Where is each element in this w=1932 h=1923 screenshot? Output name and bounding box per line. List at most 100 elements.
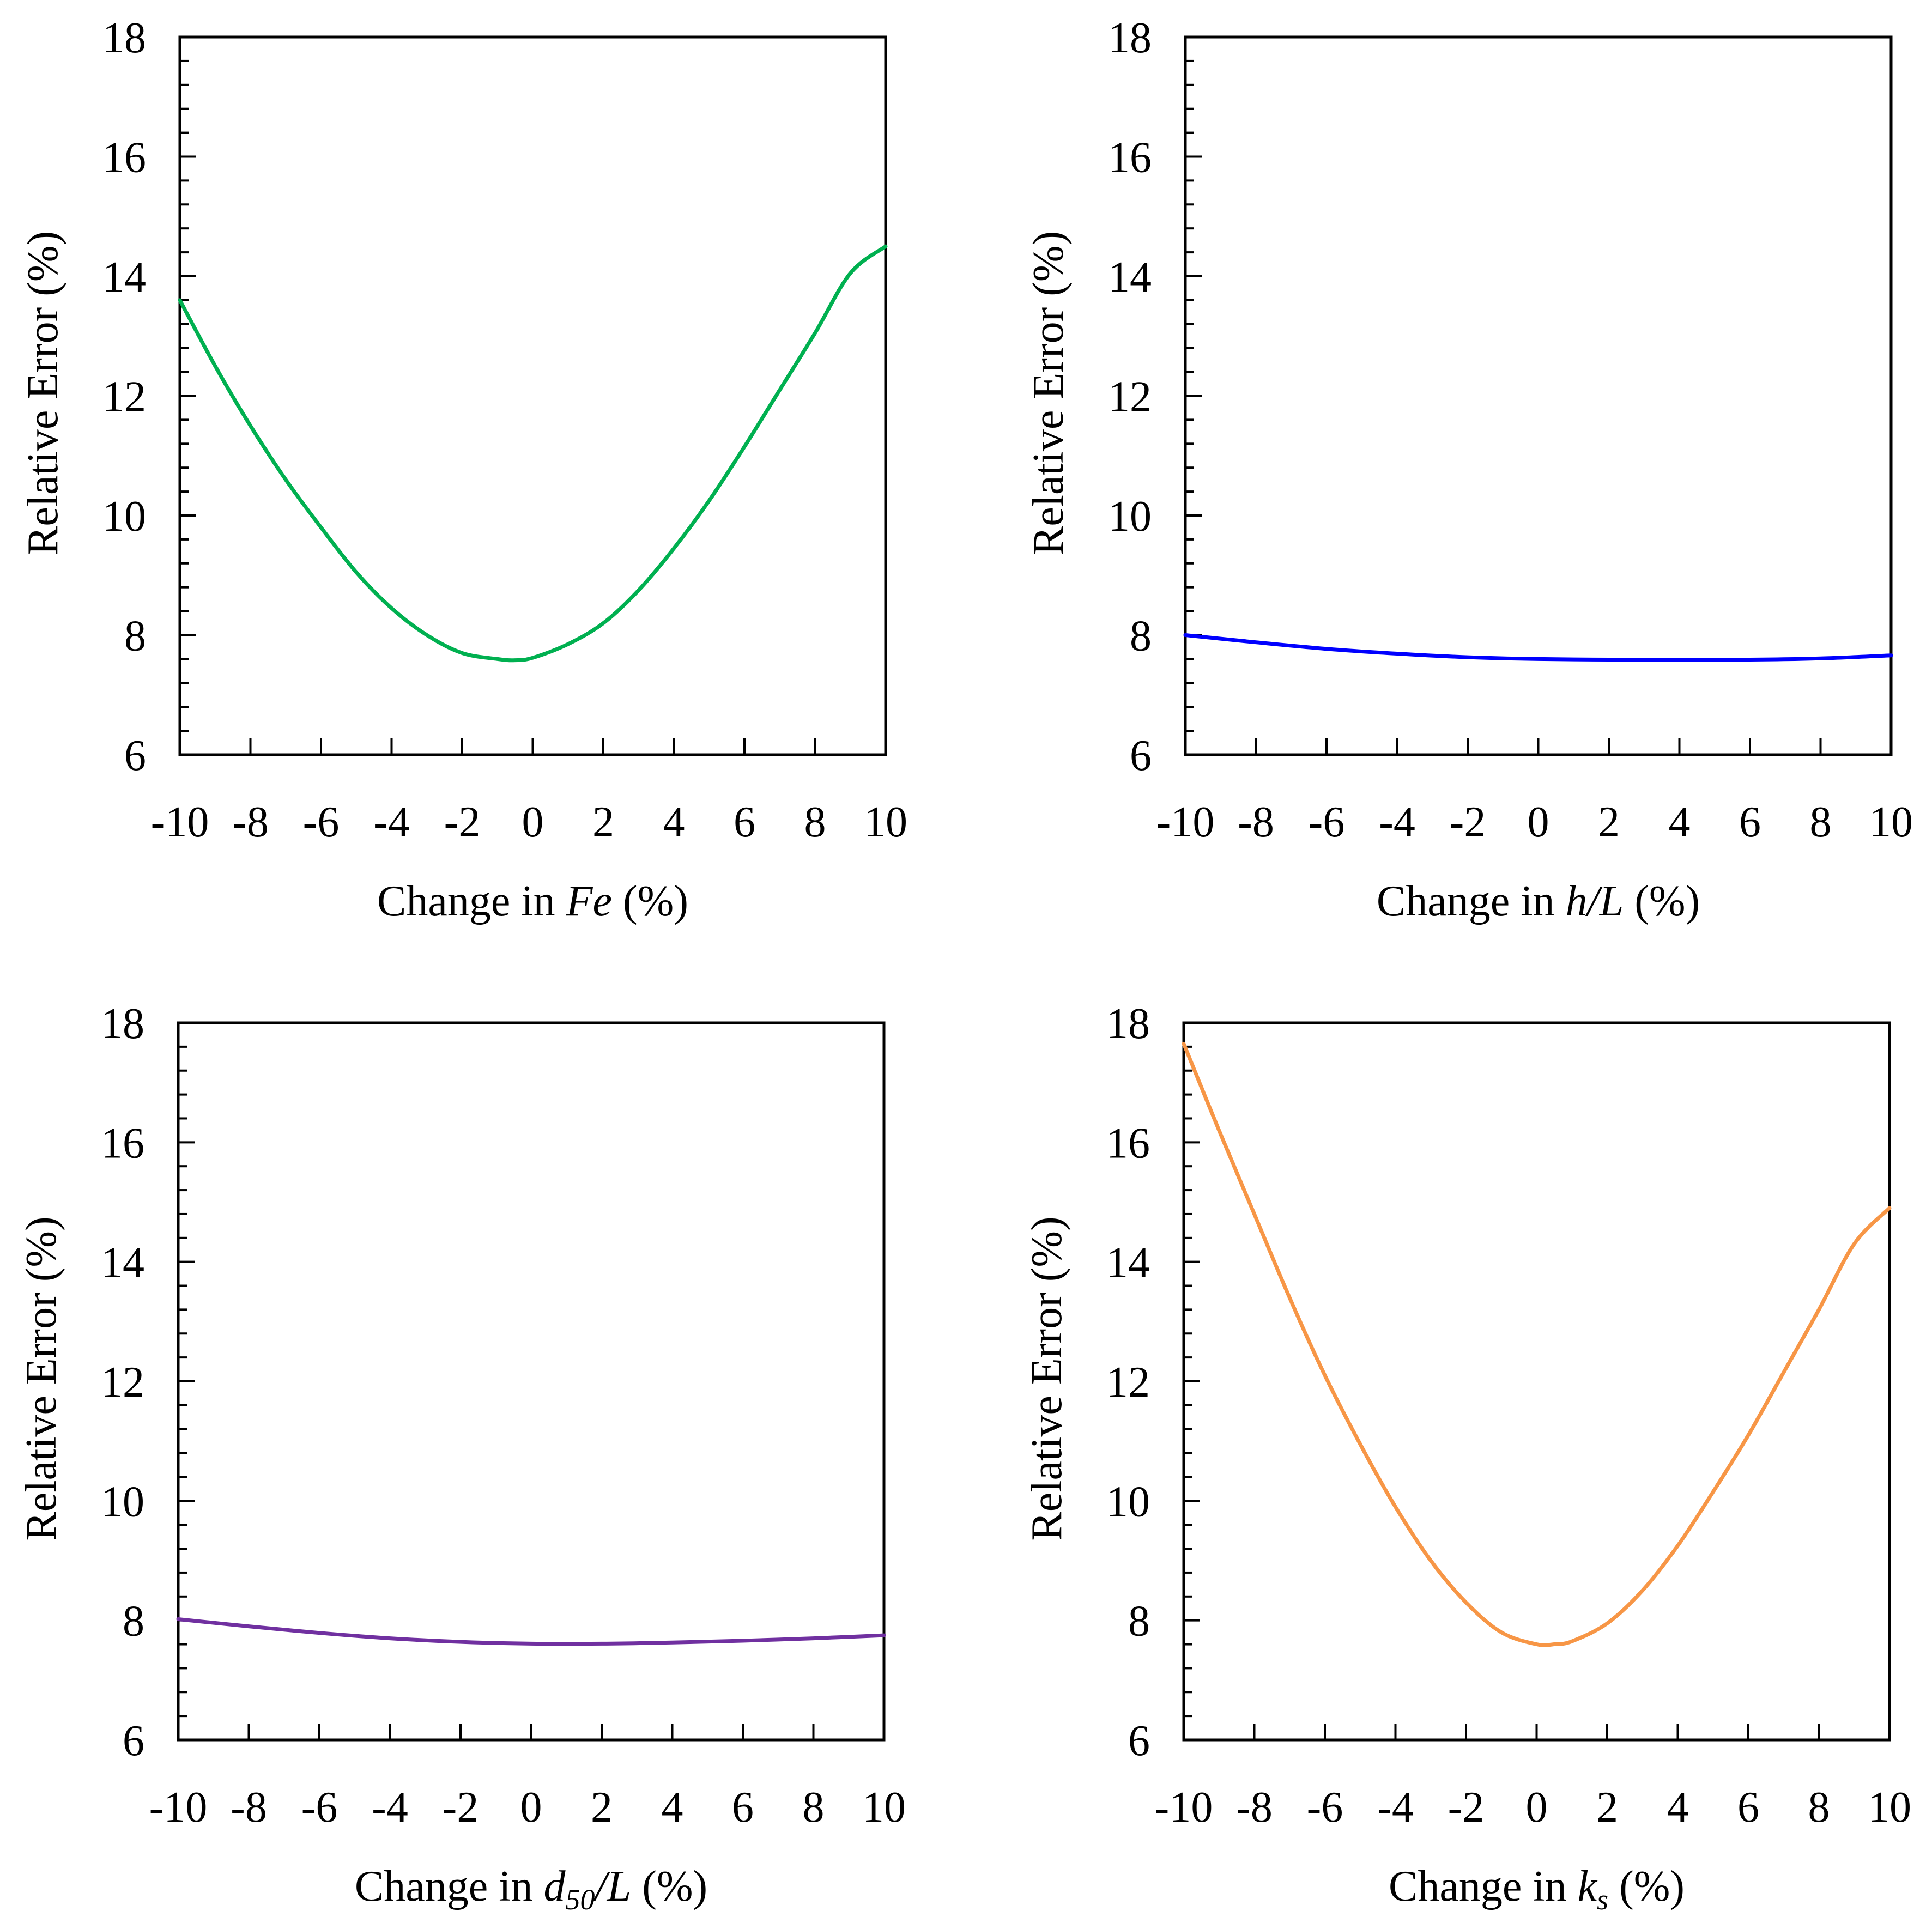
chart-d50: 6 8 10 12 14 16 18 -10 -8 -6 -4 -2 0 2 4 6 8 10 Relative E… bbox=[17, 1000, 906, 1916]
x-tick-label: -8 bbox=[231, 1784, 267, 1831]
x-tick-label: 4 bbox=[662, 1784, 683, 1831]
y-tick-label: 18 bbox=[1106, 1000, 1150, 1048]
y-tick-label: 18 bbox=[101, 1000, 144, 1048]
x-tick-label: -6 bbox=[1309, 798, 1345, 846]
x-axis-title-part: k bbox=[1578, 1863, 1598, 1910]
x-axis-title: Change in ks (%) bbox=[1389, 1863, 1685, 1916]
x-axis-title-part: (%) bbox=[1624, 877, 1700, 925]
x-tick-label: -2 bbox=[1450, 798, 1486, 846]
y-tick-label: 14 bbox=[1108, 253, 1152, 301]
plot-frame bbox=[177, 1021, 886, 1742]
y-axis-title: Relative Error (%) bbox=[1023, 1216, 1071, 1540]
y-tick-label: 10 bbox=[1106, 1478, 1150, 1526]
series-line-hl bbox=[1183, 633, 1893, 662]
x-tick-label: -2 bbox=[444, 798, 481, 846]
y-tick-label: 8 bbox=[1128, 1598, 1150, 1646]
y-tick-label: 8 bbox=[124, 612, 146, 660]
x-axis-title-part: d bbox=[543, 1863, 566, 1910]
x-axis-title-part: (%) bbox=[1608, 1863, 1685, 1910]
x-tick-label: 8 bbox=[1808, 1784, 1830, 1831]
x-tick-label: -8 bbox=[1236, 1784, 1273, 1831]
x-tick-label: 0 bbox=[1526, 1784, 1548, 1831]
y-tick-label: 12 bbox=[1106, 1358, 1150, 1406]
y-tick-label: 10 bbox=[1108, 493, 1152, 541]
x-tick-label: 6 bbox=[1739, 798, 1761, 846]
y-tick-label: 16 bbox=[102, 134, 146, 182]
y-tick-label: 8 bbox=[123, 1598, 144, 1646]
x-tick-label: 4 bbox=[663, 798, 685, 846]
y-tick-label: 16 bbox=[1108, 134, 1152, 182]
y-tick-label: 6 bbox=[1128, 1717, 1150, 1765]
x-tick-label: 8 bbox=[803, 1784, 825, 1831]
x-tick-label: -10 bbox=[149, 1784, 208, 1831]
x-tick-label: -8 bbox=[232, 798, 269, 846]
x-tick-label: 4 bbox=[1667, 1784, 1689, 1831]
y-tick-label: 6 bbox=[123, 1717, 144, 1765]
x-tick-label: 4 bbox=[1669, 798, 1691, 846]
y-tick-label: 12 bbox=[1108, 373, 1152, 421]
series-line-ks bbox=[1182, 1041, 1892, 1647]
y-tick-label: 14 bbox=[101, 1239, 144, 1287]
x-tick-label: 0 bbox=[520, 1784, 542, 1831]
x-axis-title: Change in d50/L (%) bbox=[355, 1863, 707, 1916]
y-tick-label: 12 bbox=[102, 373, 146, 421]
x-tick-label: -10 bbox=[151, 798, 209, 846]
x-tick-label: 0 bbox=[522, 798, 544, 846]
x-axis-title-part: Fe bbox=[566, 877, 612, 925]
y-axis-title: Relative Error (%) bbox=[19, 231, 67, 555]
x-tick-label: -10 bbox=[1156, 798, 1215, 846]
y-tick-label: 12 bbox=[101, 1358, 144, 1406]
y-tick-label: 18 bbox=[102, 14, 146, 62]
x-tick-label: -6 bbox=[301, 1784, 338, 1831]
y-tick-label: 10 bbox=[101, 1478, 144, 1526]
y-tick-label: 6 bbox=[124, 732, 146, 780]
x-axis-title-part: 50 bbox=[565, 1883, 595, 1916]
x-tick-label: 10 bbox=[862, 1784, 906, 1831]
series-line-d50 bbox=[176, 1617, 886, 1646]
x-tick-label: -4 bbox=[372, 1784, 408, 1831]
y-tick-label: 18 bbox=[1108, 14, 1152, 62]
x-tick-label: 6 bbox=[1737, 1784, 1759, 1831]
x-tick-label: -4 bbox=[1379, 798, 1415, 846]
x-tick-label: -6 bbox=[303, 798, 340, 846]
x-axis-title-part: Change in bbox=[1377, 877, 1566, 925]
x-tick-label: 8 bbox=[804, 798, 826, 846]
series-line-fe bbox=[178, 244, 888, 663]
x-axis-title-part: /L bbox=[592, 1863, 631, 1910]
x-tick-label: -4 bbox=[373, 798, 410, 846]
x-axis-title-part: Change in bbox=[355, 1863, 544, 1910]
x-axis-title-part: (%) bbox=[612, 877, 688, 925]
x-tick-label: 0 bbox=[1528, 798, 1549, 846]
x-axis-title-part: Change in bbox=[1389, 1863, 1578, 1910]
y-tick-label: 8 bbox=[1130, 612, 1152, 660]
plot-frame bbox=[1182, 1021, 1891, 1742]
x-tick-label: 2 bbox=[592, 798, 614, 846]
x-tick-label: 2 bbox=[591, 1784, 613, 1831]
x-tick-label: -10 bbox=[1155, 1784, 1213, 1831]
x-tick-label: 10 bbox=[864, 798, 907, 846]
y-tick-label: 16 bbox=[1106, 1119, 1150, 1167]
x-tick-label: 2 bbox=[1598, 798, 1620, 846]
x-tick-label: 8 bbox=[1810, 798, 1832, 846]
y-tick-label: 10 bbox=[102, 493, 146, 541]
x-axis-title: Change in h/L (%) bbox=[1377, 877, 1700, 925]
x-tick-label: -4 bbox=[1377, 1784, 1414, 1831]
x-tick-label: 6 bbox=[734, 798, 755, 846]
x-tick-label: -2 bbox=[1448, 1784, 1485, 1831]
y-axis-title: Relative Error (%) bbox=[17, 1216, 65, 1540]
y-tick-label: 14 bbox=[102, 253, 146, 301]
x-tick-label: 10 bbox=[1869, 798, 1913, 846]
y-tick-label: 14 bbox=[1106, 1239, 1150, 1287]
chart-fe: 6 8 10 12 14 16 18 -10 -8 -6 -4 -2 0 2 4 6 8 10 Relative E… bbox=[19, 14, 907, 925]
x-tick-label: -6 bbox=[1307, 1784, 1343, 1831]
plot-frame bbox=[178, 35, 887, 756]
x-tick-label: -8 bbox=[1238, 798, 1274, 846]
y-axis-title: Relative Error (%) bbox=[1025, 231, 1073, 555]
x-axis-title-part: s bbox=[1597, 1883, 1608, 1916]
y-tick-label: 16 bbox=[101, 1119, 144, 1167]
x-tick-label: 10 bbox=[1868, 1784, 1911, 1831]
x-tick-label: 6 bbox=[732, 1784, 754, 1831]
x-axis-title-part: (%) bbox=[631, 1863, 707, 1910]
